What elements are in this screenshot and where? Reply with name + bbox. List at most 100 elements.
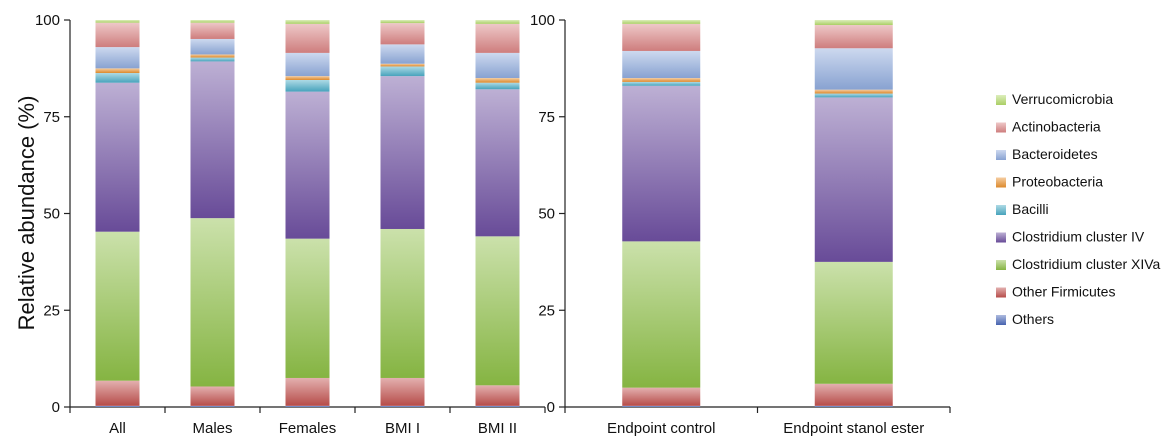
legend-label: Clostridium cluster XIVa: [1012, 256, 1161, 272]
bar-segment-verrucomicrobia: [380, 20, 425, 24]
bar-segment-bacilli: [814, 93, 893, 98]
bar-segment-other-firmicutes: [285, 377, 330, 406]
bar-segment-clostridium-cluster-iv: [190, 61, 235, 219]
bar-segment-proteobacteria: [475, 78, 520, 83]
bar-endpoint-stanol-ester: [814, 20, 893, 407]
legend-label: Other Firmicutes: [1012, 284, 1115, 300]
bar-segment-other-firmicutes: [814, 383, 893, 406]
bar-segment-others: [475, 405, 520, 407]
bar-segment-bacteroidetes: [95, 47, 140, 69]
bar-segment-other-firmicutes: [475, 385, 520, 406]
legend-item-clostridium-cluster-xiva: Clostridium cluster XIVa: [996, 256, 1161, 272]
bar-segment-actinobacteria: [190, 22, 235, 39]
legend-label: Others: [1012, 311, 1054, 327]
bar-segment-bacilli: [622, 81, 701, 86]
bar-segment-clostridium-cluster-xiva: [190, 218, 235, 387]
legend-swatch: [996, 315, 1006, 325]
bar-segment-bacilli: [95, 73, 140, 83]
bar-segment-proteobacteria: [622, 78, 701, 82]
legend: Verrucomicrobia Actinobacteria Bacteroidet…: [996, 91, 1161, 327]
legend-item-clostridium-cluster-iv: Clostridium cluster IV: [996, 229, 1145, 245]
bar-segment-clostridium-cluster-iv: [475, 89, 520, 237]
bar-segment-clostridium-cluster-xiva: [95, 231, 140, 381]
bar-segment-bacteroidetes: [475, 52, 520, 79]
bar-bmi-i: [380, 20, 425, 407]
bar-segment-clostridium-cluster-xiva: [475, 236, 520, 386]
chart-panel-left: 0 25 50 75 100 All Males Females BMI I BMI II: [35, 12, 546, 437]
bar-segment-clostridium-cluster-xiva: [285, 238, 330, 378]
legend-swatch: [996, 177, 1006, 188]
legend-swatch: [996, 95, 1006, 105]
legend-item-other-firmicutes: Other Firmicutes: [996, 284, 1115, 300]
bar-segment-actinobacteria: [285, 23, 330, 53]
bar-segment-verrucomicrobia: [475, 20, 520, 24]
legend-swatch: [996, 150, 1006, 160]
bar-segment-proteobacteria: [380, 63, 425, 67]
bar-segment-other-firmicutes: [380, 377, 425, 406]
bar-segment-actinobacteria: [814, 25, 893, 49]
bar-segment-others: [380, 405, 425, 407]
legend-swatch: [996, 232, 1006, 243]
bar-segment-others: [95, 405, 140, 407]
bar-segment-actinobacteria: [475, 23, 520, 53]
bar-segment-clostridium-cluster-iv: [285, 91, 330, 239]
bar-segment-clostridium-cluster-xiva: [380, 228, 425, 378]
bar-segment-clostridium-cluster-iv: [814, 97, 893, 262]
bar-segment-verrucomicrobia: [190, 20, 235, 23]
bar-segment-actinobacteria: [622, 23, 701, 51]
y-tick-label: 0: [547, 399, 555, 416]
legend-label: Verrucomicrobia: [1012, 91, 1113, 107]
chart-panel-right: 0 25 50 75 100 Endpoint control Endpoint stano…: [530, 12, 951, 437]
legend-label: Bacilli: [1012, 201, 1049, 217]
y-tick-label: 25: [43, 302, 60, 319]
legend-swatch: [996, 260, 1006, 270]
bar-segment-others: [285, 405, 330, 407]
bar-segment-verrucomicrobia: [622, 20, 701, 24]
bar-segment-clostridium-cluster-iv: [380, 76, 425, 229]
x-tick-label: BMI I: [385, 420, 420, 437]
bar-segment-bacilli: [475, 82, 520, 90]
bar-segment-proteobacteria: [190, 54, 235, 58]
y-tick-label: 75: [43, 109, 60, 126]
bar-segment-bacilli: [380, 66, 425, 77]
bar-segment-proteobacteria: [814, 89, 893, 94]
legend-label: Actinobacteria: [1012, 119, 1101, 135]
bar-segment-verrucomicrobia: [95, 20, 140, 23]
bar-segment-other-firmicutes: [622, 387, 701, 406]
legend-item-others: Others: [996, 311, 1054, 327]
bar-segment-others: [622, 405, 701, 407]
bar-segment-actinobacteria: [380, 23, 425, 45]
bar-segment-bacilli: [190, 57, 235, 62]
x-tick-label: Males: [192, 420, 232, 437]
x-tick-label: All: [109, 420, 126, 437]
legend-item-bacteroidetes: Bacteroidetes: [996, 146, 1098, 162]
bar-segment-proteobacteria: [95, 68, 140, 74]
x-tick-label: Endpoint control: [607, 420, 715, 437]
y-tick-label: 25: [538, 302, 555, 319]
bar-all: [95, 20, 140, 407]
legend-swatch: [996, 122, 1006, 133]
x-tick-label: Females: [279, 420, 337, 437]
legend-item-proteobacteria: Proteobacteria: [996, 174, 1103, 190]
y-tick-label: 75: [538, 109, 555, 126]
bar-males: [190, 20, 235, 407]
y-tick-label: 100: [35, 12, 60, 29]
y-tick-label: 100: [530, 12, 555, 29]
bar-segment-bacteroidetes: [190, 38, 235, 55]
bar-segment-bacteroidetes: [814, 48, 893, 90]
bar-segment-other-firmicutes: [95, 380, 140, 406]
legend-item-verrucomicrobia: Verrucomicrobia: [996, 91, 1113, 107]
legend-item-actinobacteria: Actinobacteria: [996, 119, 1101, 135]
bar-segment-clostridium-cluster-xiva: [622, 241, 701, 388]
bar-segment-other-firmicutes: [190, 386, 235, 406]
bar-segment-others: [814, 405, 893, 407]
y-tick-label: 50: [43, 206, 60, 223]
x-tick-label: BMI II: [478, 420, 517, 437]
y-axis-label: Relative abundance (%): [14, 96, 39, 331]
legend-label: Bacteroidetes: [1012, 146, 1098, 162]
legend-label: Proteobacteria: [1012, 174, 1103, 190]
bar-endpoint-control: [622, 20, 701, 407]
bar-segment-bacteroidetes: [285, 52, 330, 77]
bar-segment-others: [190, 405, 235, 407]
